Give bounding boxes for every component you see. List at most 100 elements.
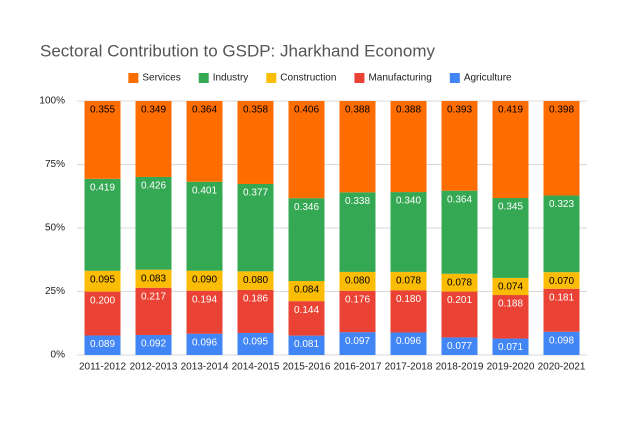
bar-segment xyxy=(339,271,376,291)
bar-segment xyxy=(84,270,121,292)
data-label: 0.098 xyxy=(549,335,574,346)
data-label: 0.071 xyxy=(498,342,523,353)
bar-segment xyxy=(441,337,478,355)
bar-segment xyxy=(186,181,223,271)
data-label: 0.077 xyxy=(447,341,472,352)
data-label: 0.345 xyxy=(498,202,523,213)
bar-segment xyxy=(543,195,580,273)
bar-segment xyxy=(492,295,529,339)
data-label: 0.181 xyxy=(549,292,574,303)
y-tick-label: 50% xyxy=(45,223,65,234)
data-label: 0.144 xyxy=(294,305,319,316)
data-label: 0.188 xyxy=(498,299,523,310)
data-label: 0.084 xyxy=(294,285,319,296)
data-label: 0.364 xyxy=(447,194,472,205)
data-label: 0.401 xyxy=(192,185,217,196)
y-tick-label: 0% xyxy=(51,350,66,361)
data-label: 0.080 xyxy=(345,276,370,287)
bar-segment xyxy=(84,101,121,179)
bar-segment xyxy=(441,101,478,191)
bar-segment xyxy=(492,198,529,278)
bar-segment xyxy=(288,198,325,282)
data-label: 0.340 xyxy=(396,196,421,207)
legend-label: Agriculture xyxy=(464,73,512,84)
data-label: 0.096 xyxy=(396,336,421,347)
bar-segment xyxy=(492,277,529,296)
x-tick-label: 2014-2015 xyxy=(232,362,280,373)
data-label: 0.358 xyxy=(243,105,268,116)
data-label: 0.364 xyxy=(192,105,217,116)
x-tick-label: 2017-2018 xyxy=(385,362,433,373)
y-tick-label: 75% xyxy=(45,159,65,170)
legend-label: Manufacturing xyxy=(368,73,431,84)
x-tick-label: 2016-2017 xyxy=(334,362,382,373)
bar-segment xyxy=(339,332,376,355)
data-label: 0.176 xyxy=(345,294,370,305)
data-label: 0.078 xyxy=(396,276,421,287)
bar-segment xyxy=(135,101,172,177)
bar-segment xyxy=(288,335,325,355)
data-label: 0.186 xyxy=(243,294,268,305)
x-tick-label: 2013-2014 xyxy=(181,362,229,373)
bar-segment xyxy=(237,183,274,272)
legend-label: Construction xyxy=(280,73,336,84)
bar-segment xyxy=(441,273,478,292)
bar-segment xyxy=(186,101,223,182)
data-label: 0.398 xyxy=(549,105,574,116)
legend-swatch xyxy=(449,73,460,83)
data-label: 0.346 xyxy=(294,202,319,213)
bar-segment xyxy=(288,301,325,336)
bar-segment xyxy=(84,335,121,355)
bar-segment xyxy=(135,334,172,355)
bar-segment xyxy=(237,271,274,290)
data-label: 0.070 xyxy=(549,276,574,287)
x-tick-label: 2015-2016 xyxy=(283,362,331,373)
data-label: 0.081 xyxy=(294,339,319,350)
bar-segment xyxy=(390,192,427,272)
legend-label: Services xyxy=(142,73,180,84)
x-tick-label: 2019-2020 xyxy=(487,362,535,373)
data-label: 0.092 xyxy=(141,339,166,350)
bar-segment xyxy=(135,176,172,270)
bar-segment xyxy=(390,271,427,291)
x-tick-label: 2012-2013 xyxy=(130,362,178,373)
data-label: 0.074 xyxy=(498,282,523,293)
bar-segment xyxy=(237,289,274,333)
bar-segment xyxy=(492,338,529,355)
data-label: 0.194 xyxy=(192,294,217,305)
bar-segment xyxy=(186,290,223,334)
bar-segment xyxy=(492,101,529,199)
bar-segment xyxy=(543,101,580,196)
bar-segment xyxy=(543,331,580,355)
legend-swatch xyxy=(198,73,209,83)
legend-swatch xyxy=(266,73,277,83)
bar-segment xyxy=(543,272,580,289)
data-label: 0.393 xyxy=(447,105,472,116)
y-tick-label: 25% xyxy=(45,286,65,297)
chart-title: Sectoral Contribution to GSDP: Jharkhand… xyxy=(40,41,435,60)
data-label: 0.090 xyxy=(192,274,217,285)
legend-swatch xyxy=(128,73,139,83)
bar-segment xyxy=(237,101,274,184)
data-label: 0.419 xyxy=(498,105,523,116)
bar-segment xyxy=(390,332,427,355)
data-label: 0.097 xyxy=(345,336,370,347)
bar-segment xyxy=(339,290,376,333)
bar-segment xyxy=(441,291,478,338)
x-tick-label: 2011-2012 xyxy=(79,362,127,373)
data-label: 0.200 xyxy=(90,295,115,306)
bar-segment xyxy=(237,332,274,355)
data-label: 0.338 xyxy=(345,196,370,207)
data-label: 0.323 xyxy=(549,199,574,210)
x-tick-label: 2020-2021 xyxy=(538,362,586,373)
bar-segment xyxy=(186,333,223,355)
data-label: 0.217 xyxy=(141,291,166,302)
data-label: 0.095 xyxy=(90,274,115,285)
bar-segment xyxy=(84,178,121,271)
bar-segment xyxy=(288,101,325,199)
x-tick-label: 2018-2019 xyxy=(436,362,484,373)
data-label: 0.095 xyxy=(243,337,268,348)
bar-segment xyxy=(543,288,580,332)
data-label: 0.406 xyxy=(294,105,319,116)
